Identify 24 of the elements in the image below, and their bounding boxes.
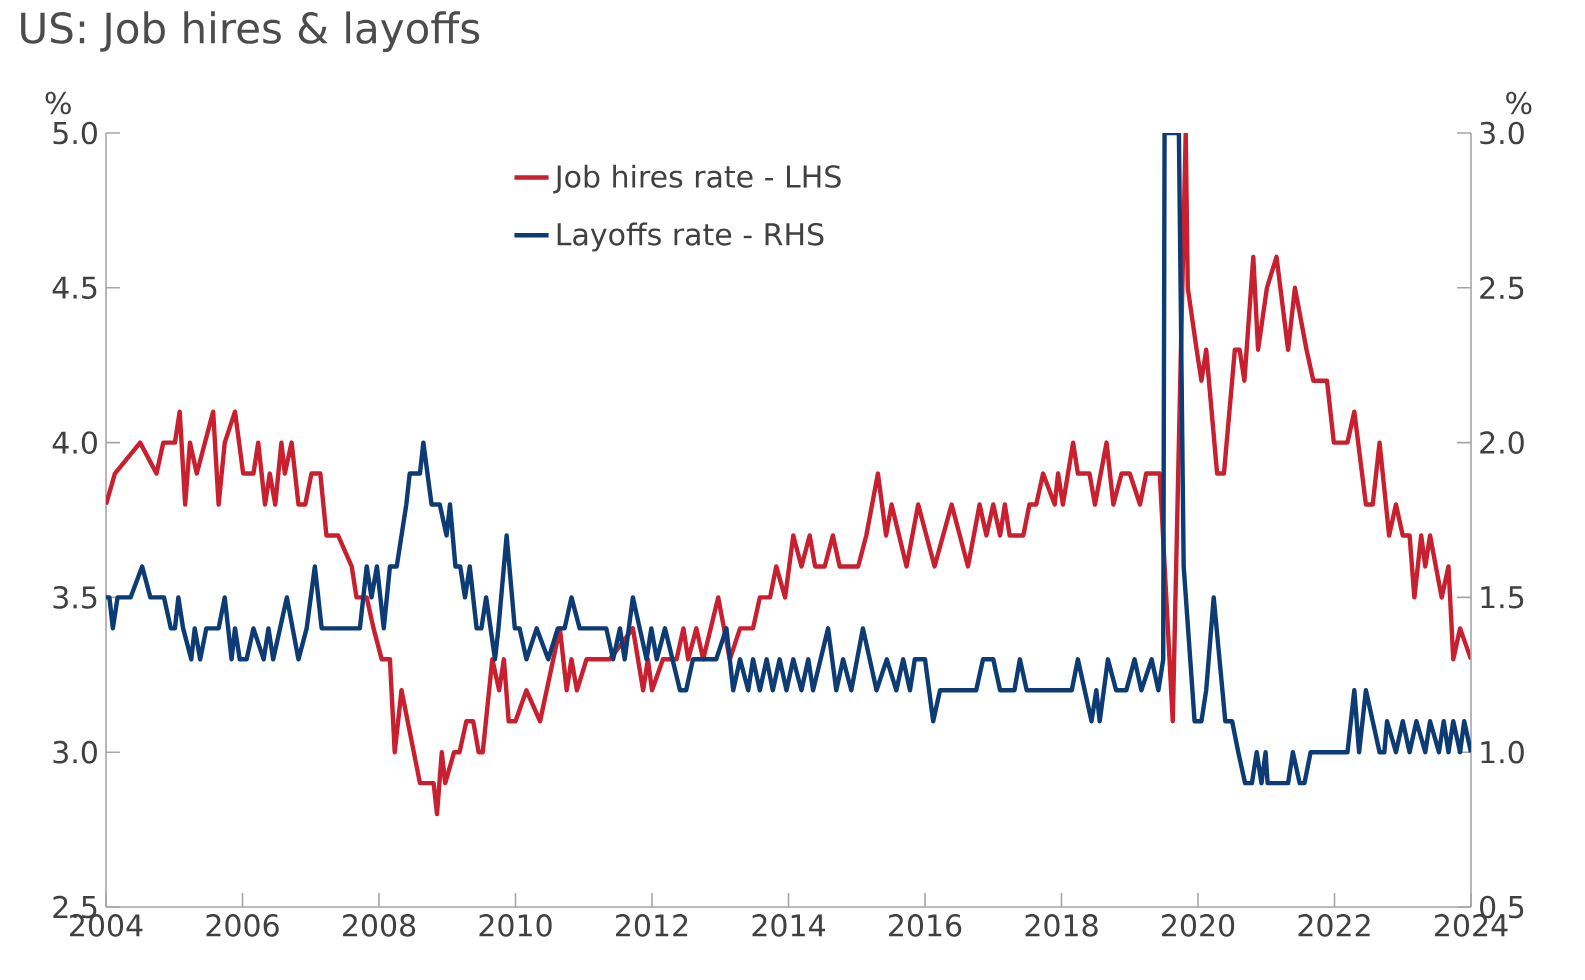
y2-tick-label: 2.0 bbox=[1480, 431, 1524, 454]
chart-title: US: Job hires & layoffs bbox=[21, 11, 480, 53]
y-tick-label: 5.0 bbox=[53, 121, 97, 145]
x-tick-label: 2016 bbox=[889, 914, 962, 937]
x-tick-label: 2012 bbox=[616, 914, 688, 937]
y-tick-label: 3.5 bbox=[53, 586, 97, 609]
x-tick-label: 2008 bbox=[343, 914, 416, 937]
y-tick-label: 4.0 bbox=[52, 431, 97, 454]
x-tick-label: 2010 bbox=[479, 914, 552, 937]
y-axis-title: % bbox=[45, 91, 71, 115]
y-tick-label: 4.5 bbox=[52, 276, 97, 299]
y2-tick-label: 3.0 bbox=[1480, 121, 1524, 145]
x-tick-label: 2022 bbox=[1298, 914, 1370, 937]
legend-label: Layoffs rate - RHS bbox=[557, 222, 824, 252]
x-tick-label: 2014 bbox=[752, 914, 825, 937]
legend-label: Job hires rate - LHS bbox=[553, 164, 841, 194]
y2-tick-label: 2.5 bbox=[1480, 276, 1524, 300]
x-tick-label: 2020 bbox=[1162, 914, 1235, 937]
y2-tick-label: 1.5 bbox=[1481, 586, 1524, 609]
y-tick-label: 3.0 bbox=[53, 740, 97, 764]
x-tick-label: 2018 bbox=[1025, 914, 1098, 937]
x-tick-label: 2006 bbox=[206, 914, 279, 937]
y2-axis-title: % bbox=[1506, 91, 1532, 115]
y2-tick-label: 1.0 bbox=[1481, 740, 1524, 764]
